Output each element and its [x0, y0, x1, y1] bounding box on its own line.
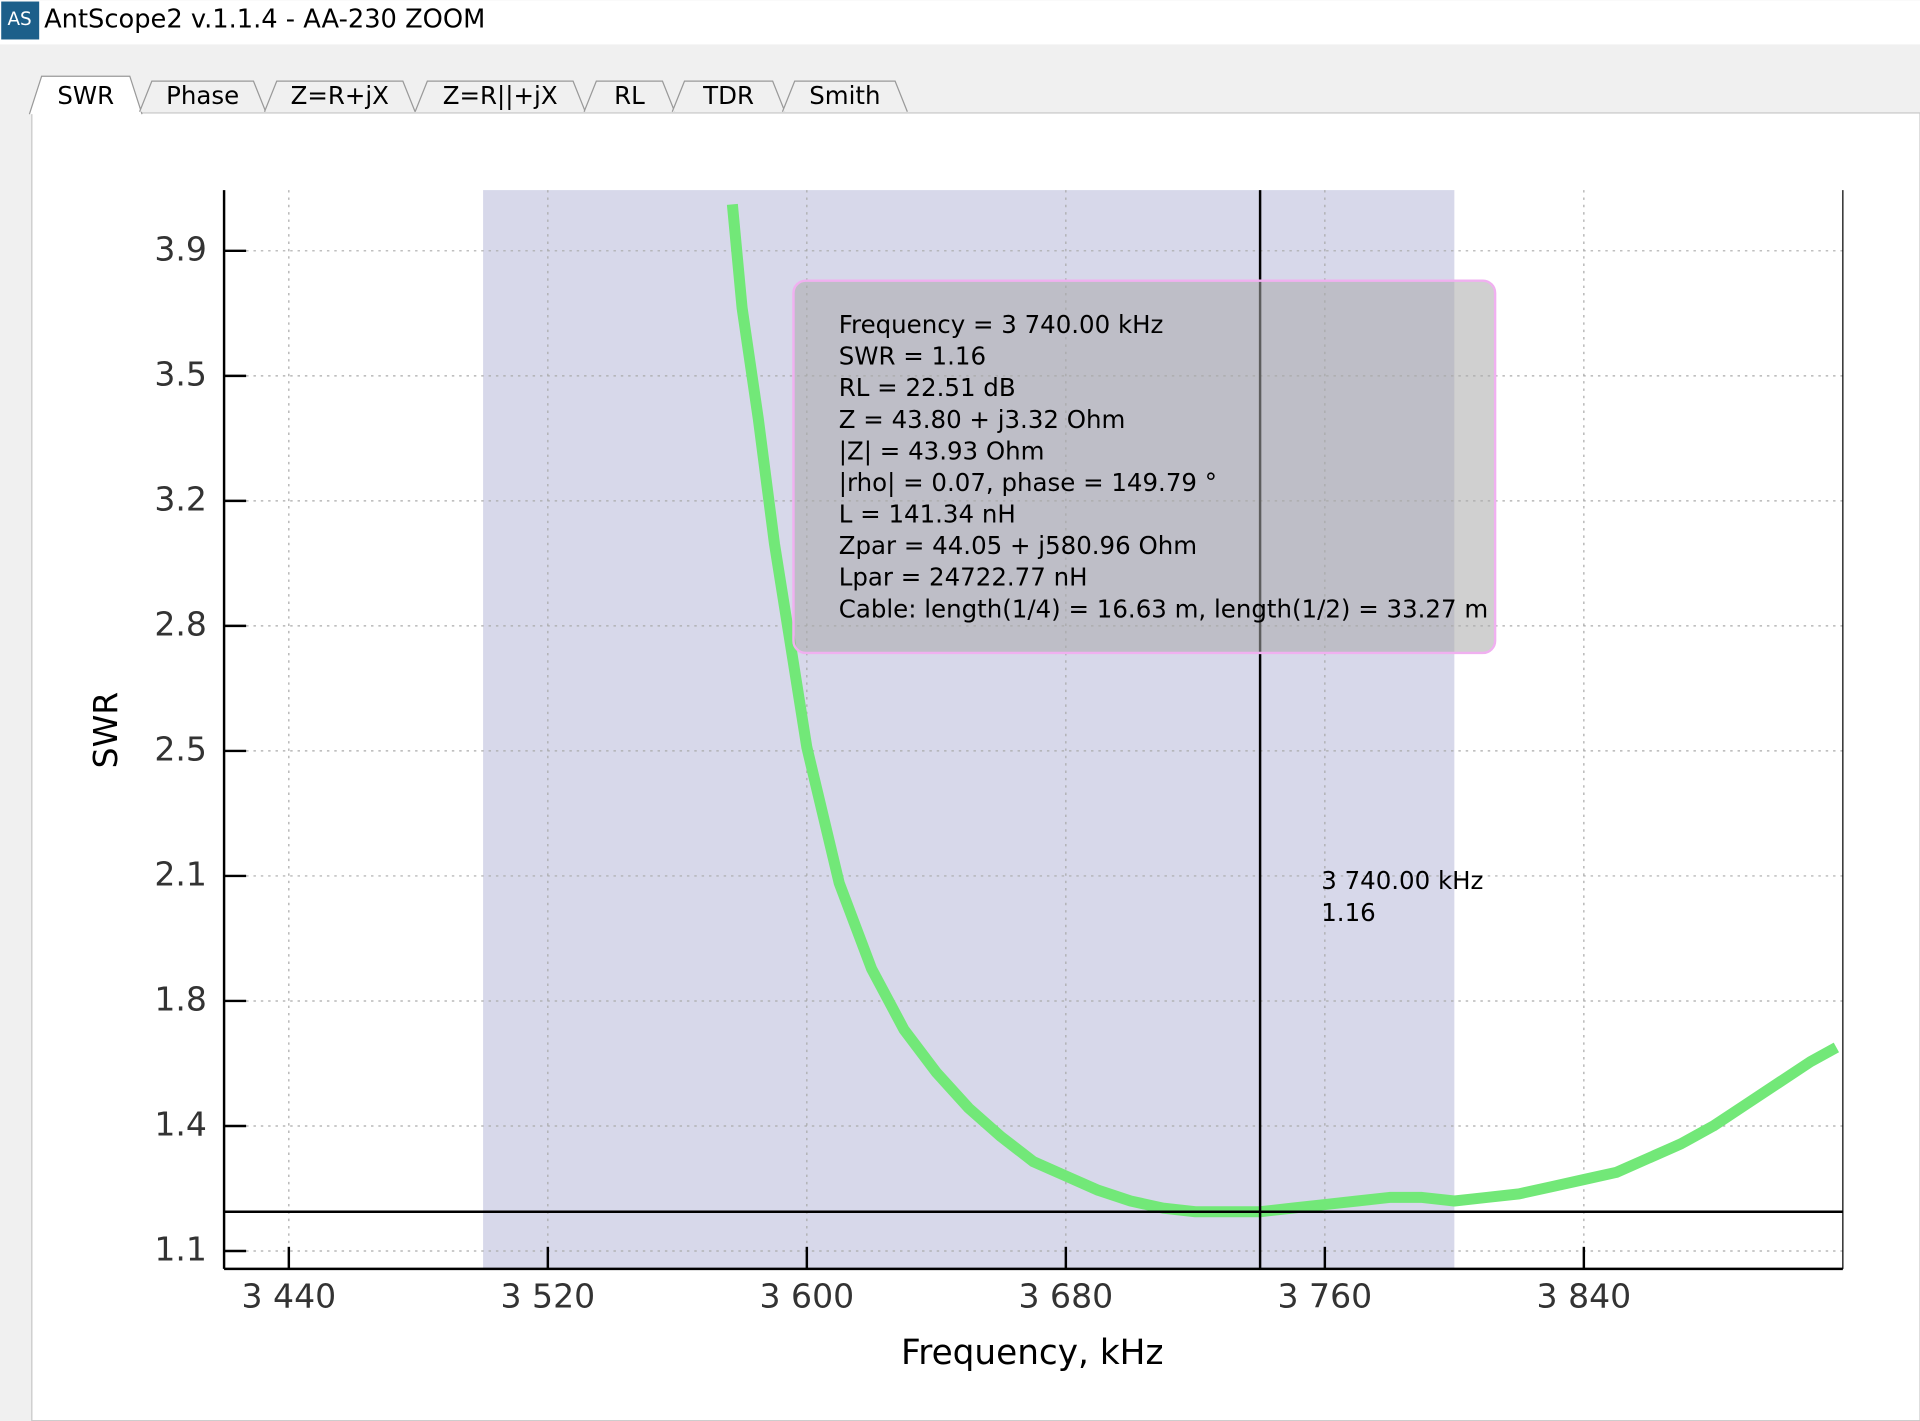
- y-tick-label: 3.2: [154, 479, 207, 518]
- x-tick-label: 3 680: [1019, 1277, 1114, 1316]
- tab-label[interactable]: Smith: [809, 81, 880, 110]
- tooltip-line: |rho| = 0.07, phase = 149.79 °: [839, 468, 1217, 497]
- app-icon: [1, 1, 40, 40]
- x-tick-label: 3 520: [501, 1277, 596, 1316]
- y-tick-label: 1.4: [154, 1104, 207, 1143]
- tooltip-line: Frequency = 3 740.00 kHz: [839, 310, 1164, 339]
- tab[interactable]: [139, 80, 267, 112]
- tab-label[interactable]: Z=R||+jX: [443, 81, 558, 110]
- y-tick-label: 1.1: [154, 1230, 207, 1269]
- tooltip-line: Cable: length(1/4) = 16.63 m, length(1/2…: [839, 594, 1488, 623]
- tab-label[interactable]: SWR: [57, 81, 114, 110]
- y-tick-label: 3.5: [154, 354, 207, 393]
- tab-label[interactable]: RL: [614, 81, 645, 110]
- cursor-label: 1.16: [1321, 898, 1375, 927]
- x-tick-label: 3 760: [1278, 1277, 1373, 1316]
- tooltip-line: Zpar = 44.05 + j580.96 Ohm: [839, 531, 1197, 560]
- y-tick-label: 3.9: [154, 229, 207, 268]
- tab[interactable]: [28, 75, 143, 115]
- y-tick-label: 2.8: [154, 604, 207, 643]
- x-axis-label: Frequency, kHz: [901, 1333, 1163, 1373]
- cursor-label: 3 740.00 kHz: [1321, 866, 1483, 895]
- y-tick-label: 2.1: [154, 854, 207, 893]
- x-tick-label: 3 440: [242, 1277, 337, 1316]
- tab[interactable]: [583, 80, 676, 112]
- tooltip-line: SWR = 1.16: [839, 342, 986, 371]
- y-axis-label: SWR: [86, 692, 125, 769]
- tooltip-line: L = 141.34 nH: [839, 500, 1016, 529]
- window-title: AntScope2 v.1.1.4 - AA-230 ZOOM: [44, 4, 485, 34]
- tooltip-box: [792, 279, 1497, 655]
- tooltip-line: Z = 43.80 + j3.32 Ohm: [839, 405, 1126, 434]
- tab-label[interactable]: Phase: [166, 81, 239, 110]
- tab[interactable]: [263, 80, 416, 112]
- tab-label[interactable]: Z=R+jX: [291, 81, 389, 110]
- tooltip-line: |Z| = 43.93 Ohm: [839, 436, 1045, 465]
- y-tick-label: 2.5: [154, 729, 207, 768]
- x-tick-label: 3 600: [760, 1277, 855, 1316]
- title-bar: [0, 0, 1920, 45]
- tooltip-line: RL = 22.51 dB: [839, 373, 1016, 402]
- y-tick-label: 1.8: [154, 979, 207, 1018]
- x-tick-label: 3 840: [1537, 1277, 1632, 1316]
- app-icon-text: AS: [7, 9, 31, 30]
- tab-label[interactable]: TDR: [702, 81, 754, 110]
- tab[interactable]: [414, 80, 586, 112]
- tooltip-line: Lpar = 24722.77 nH: [839, 563, 1088, 592]
- tab[interactable]: [671, 80, 786, 112]
- tab[interactable]: [781, 80, 908, 112]
